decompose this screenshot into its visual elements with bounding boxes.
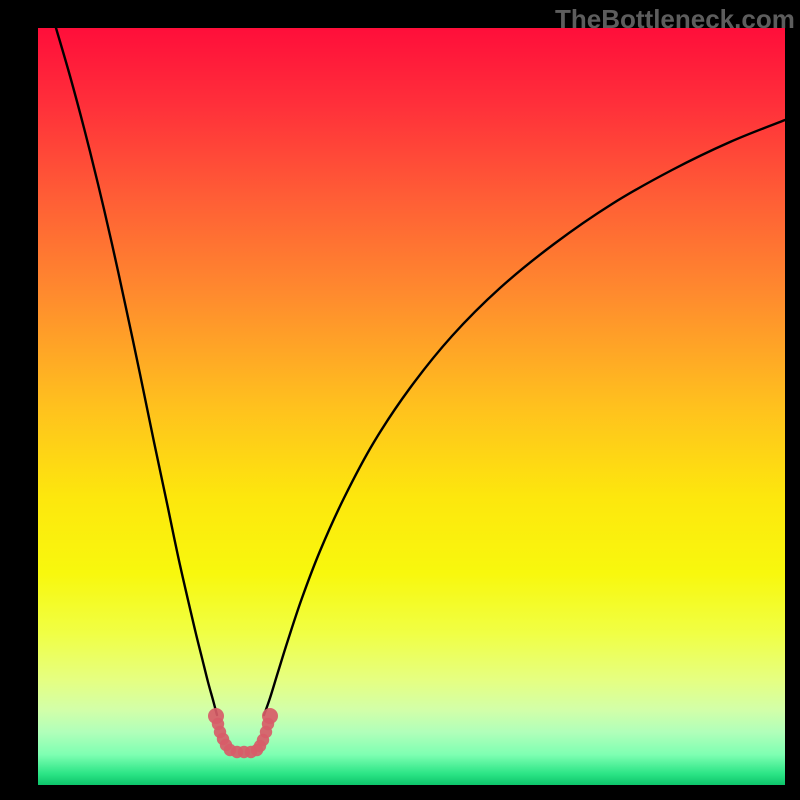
watermark-text: TheBottleneck.com [555, 4, 795, 35]
chart-svg [0, 0, 800, 800]
bottleneck-chart: TheBottleneck.com [0, 0, 800, 800]
